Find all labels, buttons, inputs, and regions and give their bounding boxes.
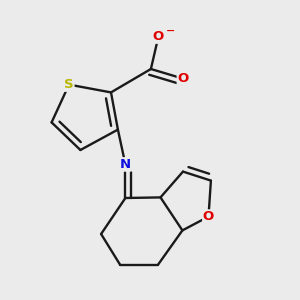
Text: O: O bbox=[153, 30, 164, 43]
Text: O: O bbox=[203, 210, 214, 223]
Text: S: S bbox=[64, 78, 74, 91]
Text: N: N bbox=[120, 158, 131, 171]
Text: O: O bbox=[177, 72, 189, 85]
Text: −: − bbox=[166, 26, 176, 36]
